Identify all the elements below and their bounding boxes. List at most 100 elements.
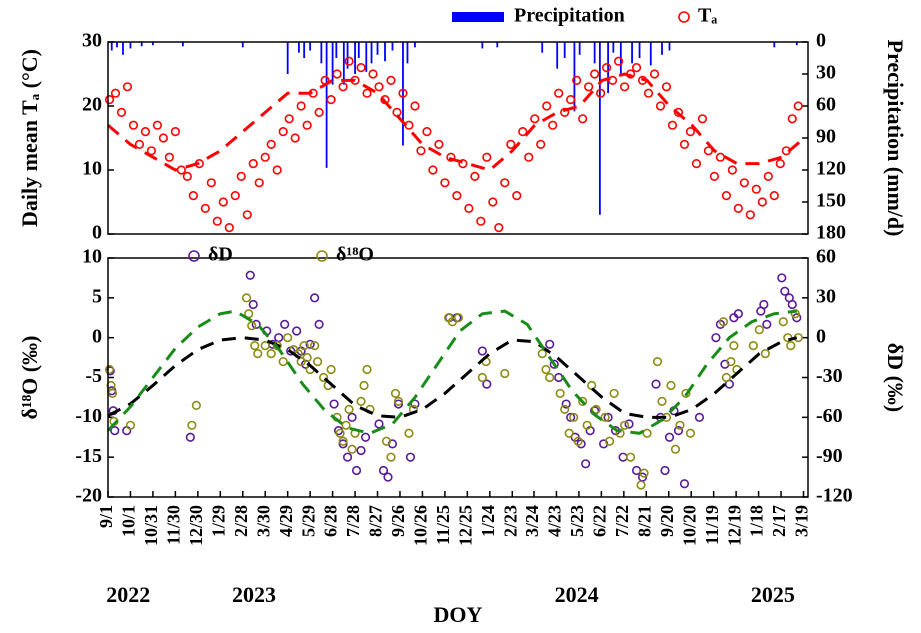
- point: [566, 94, 576, 105]
- point: [625, 452, 636, 462]
- point: [310, 341, 320, 351]
- point: [302, 120, 312, 130]
- point: [360, 432, 371, 442]
- point: [655, 101, 666, 111]
- point: [134, 139, 145, 149]
- x-tick-label: 1/18: [747, 505, 767, 537]
- point: [681, 388, 691, 399]
- point: [613, 56, 624, 66]
- x-tick-label: 6/28: [321, 505, 341, 537]
- x-tick-label: 9/1: [96, 505, 116, 528]
- x-tick-label: 12/25: [455, 505, 475, 546]
- precipitation-bar: [481, 42, 484, 49]
- point: [283, 333, 293, 343]
- point: [359, 380, 369, 391]
- point: [329, 399, 339, 409]
- point: [404, 428, 414, 438]
- x-tick-label: 10/26: [411, 505, 431, 546]
- point: [200, 203, 210, 213]
- y2-tick-label: 60: [816, 94, 836, 116]
- x-tick-label: 3/30: [253, 505, 273, 537]
- point: [110, 426, 120, 436]
- point: [572, 75, 582, 85]
- point: [299, 341, 309, 351]
- point: [541, 364, 551, 375]
- legend-symbol: [188, 250, 200, 262]
- point: [548, 120, 558, 130]
- legend-symbol: [316, 250, 328, 262]
- point: [212, 216, 222, 226]
- precipitation-bar: [354, 42, 356, 74]
- y-tick-label: -15: [75, 445, 102, 467]
- point: [314, 107, 324, 117]
- precipitation-bar: [110, 42, 113, 51]
- point: [446, 152, 456, 162]
- point: [494, 223, 504, 233]
- point: [128, 120, 139, 130]
- y-tick-label: -10: [75, 405, 102, 427]
- point: [347, 444, 357, 454]
- point: [760, 349, 770, 359]
- point: [290, 133, 300, 143]
- precipitation-bar: [668, 42, 671, 51]
- x-tick-label: 6/22: [589, 505, 609, 537]
- point: [726, 356, 736, 367]
- point: [434, 139, 444, 149]
- precipitation-bar: [342, 42, 345, 85]
- point: [757, 197, 767, 207]
- y2-axis-label: Precipitation (mm/d): [883, 40, 908, 237]
- point: [631, 62, 642, 73]
- point: [673, 426, 684, 436]
- precipitation-bar: [325, 42, 328, 168]
- point: [146, 146, 157, 156]
- precipitation-bar: [286, 42, 289, 74]
- precipitation-bar: [320, 42, 323, 64]
- point: [619, 420, 630, 430]
- point: [793, 101, 803, 111]
- x-tick-label: 7/28: [343, 505, 363, 537]
- x-tick-label: 4/29: [276, 505, 296, 537]
- point: [351, 465, 362, 476]
- point: [624, 419, 634, 429]
- point: [694, 412, 705, 422]
- point: [116, 107, 127, 117]
- point: [470, 171, 480, 181]
- point: [691, 159, 702, 169]
- year-label: 2022: [106, 582, 150, 607]
- point: [530, 114, 540, 124]
- point: [605, 436, 615, 446]
- point: [332, 69, 342, 79]
- point: [253, 349, 263, 359]
- x-tick-label: 3/24: [522, 505, 542, 537]
- y-tick-label: 20: [82, 94, 102, 116]
- y-tick-label: 5: [92, 285, 102, 307]
- x-tick-label: 1/24: [478, 505, 498, 537]
- point: [182, 171, 192, 181]
- precipitation-bar: [391, 42, 394, 51]
- point: [477, 372, 487, 383]
- point: [554, 372, 564, 383]
- point: [206, 178, 216, 188]
- point: [775, 159, 785, 169]
- y2-axis-label: δD (‰): [883, 343, 908, 412]
- point: [748, 341, 758, 351]
- y2-tick-label: -60: [816, 405, 843, 427]
- point: [187, 420, 197, 430]
- precipitation-bar: [773, 42, 776, 48]
- precipitation-bar: [346, 42, 349, 69]
- point: [386, 75, 396, 85]
- x-tick-label: 2/28: [231, 505, 251, 537]
- plot-frame: [107, 41, 809, 235]
- point: [778, 317, 788, 327]
- point: [670, 444, 681, 454]
- point: [356, 396, 366, 407]
- point: [512, 191, 522, 201]
- point: [342, 452, 353, 462]
- point: [362, 364, 372, 375]
- x-tick-label: 12/19: [724, 505, 744, 546]
- point: [218, 197, 228, 207]
- precipitation-bar: [370, 42, 373, 64]
- point: [122, 82, 133, 92]
- point: [464, 203, 474, 213]
